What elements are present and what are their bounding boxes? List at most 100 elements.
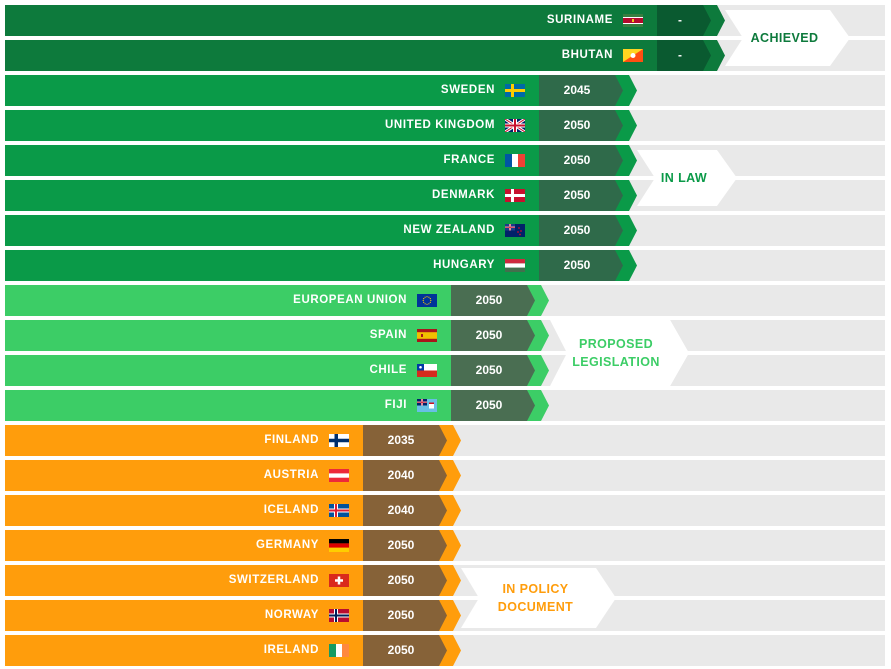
category-label-text: PROPOSED LEGISLATION bbox=[572, 337, 660, 369]
country-name: SWEDEN bbox=[440, 84, 495, 96]
category-label-proposed: PROPOSED LEGISLATION bbox=[549, 318, 689, 388]
target-year-box: 2050 bbox=[363, 530, 473, 561]
country-name: SPAIN bbox=[369, 329, 407, 341]
country-bar bbox=[5, 495, 363, 526]
target-year: - bbox=[678, 13, 682, 27]
target-year: 2050 bbox=[387, 538, 415, 552]
denmark-flag-icon bbox=[505, 189, 525, 202]
target-year-box: 2050 bbox=[451, 320, 561, 351]
country-row: NEW ZEALAND 2050 bbox=[5, 215, 885, 246]
category-label-policy: IN POLICY DOCUMENT bbox=[461, 568, 616, 628]
country-row: SWEDEN 2045 bbox=[5, 75, 885, 106]
country-name: FRANCE bbox=[443, 154, 495, 166]
target-year: 2040 bbox=[387, 468, 415, 482]
target-year-box: 2050 bbox=[539, 145, 649, 176]
country-bar bbox=[5, 285, 451, 316]
country-name: HUNGARY bbox=[433, 259, 495, 271]
target-year-box: 2045 bbox=[539, 75, 649, 106]
target-year: 2040 bbox=[387, 503, 415, 517]
country-row: NORWAY 2050 bbox=[5, 600, 885, 631]
iceland-flag-icon bbox=[329, 504, 349, 517]
country-row: CHILE 2050 bbox=[5, 355, 885, 386]
bhutan-flag-icon bbox=[623, 49, 643, 62]
target-year-box: - bbox=[657, 5, 737, 36]
country-row: UNITED KINGDOM 2050 bbox=[5, 110, 885, 141]
country-name: BHUTAN bbox=[561, 49, 613, 61]
target-year-box: 2050 bbox=[451, 355, 561, 386]
spain-flag-icon bbox=[417, 329, 437, 342]
target-year: 2050 bbox=[475, 363, 503, 377]
norway-flag-icon bbox=[329, 609, 349, 622]
country-name: IRELAND bbox=[263, 644, 319, 656]
country-row: SWITZERLAND 2050 bbox=[5, 565, 885, 596]
target-year: 2050 bbox=[387, 573, 415, 587]
target-year-box: 2040 bbox=[363, 460, 473, 491]
country-row: DENMARK 2050 bbox=[5, 180, 885, 211]
target-year: 2050 bbox=[563, 223, 591, 237]
country-row: AUSTRIA 2040 bbox=[5, 460, 885, 491]
country-name: FIJI bbox=[384, 399, 407, 411]
country-row: FRANCE 2050 bbox=[5, 145, 885, 176]
country-row: EUROPEAN UNION 2050 bbox=[5, 285, 885, 316]
country-bar bbox=[5, 110, 539, 141]
country-bar bbox=[5, 180, 539, 211]
country-name: NORWAY bbox=[264, 609, 319, 621]
target-year-box: 2050 bbox=[451, 285, 561, 316]
target-year: 2050 bbox=[563, 258, 591, 272]
austria-flag-icon bbox=[329, 469, 349, 482]
country-bar bbox=[5, 425, 363, 456]
target-year-box: 2050 bbox=[539, 215, 649, 246]
country-name: ICELAND bbox=[263, 504, 319, 516]
target-year-box: 2050 bbox=[539, 180, 649, 211]
hungary-flag-icon bbox=[505, 259, 525, 272]
target-year: 2050 bbox=[563, 153, 591, 167]
country-name: DENMARK bbox=[432, 189, 495, 201]
country-row: FINLAND 2035 bbox=[5, 425, 885, 456]
target-year-box: 2040 bbox=[363, 495, 473, 526]
country-name: NEW ZEALAND bbox=[403, 224, 495, 236]
country-bar bbox=[5, 355, 451, 386]
target-year: - bbox=[678, 48, 682, 62]
country-bar bbox=[5, 460, 363, 491]
country-name: SWITZERLAND bbox=[228, 574, 319, 586]
country-bar bbox=[5, 5, 657, 36]
target-year: 2045 bbox=[563, 83, 591, 97]
country-row: FIJI 2050 bbox=[5, 390, 885, 421]
country-bar bbox=[5, 75, 539, 106]
country-row: ICELAND 2040 bbox=[5, 495, 885, 526]
target-year: 2050 bbox=[563, 188, 591, 202]
country-name: SURINAME bbox=[546, 14, 613, 26]
country-name: UNITED KINGDOM bbox=[385, 119, 495, 131]
target-year-box: 2035 bbox=[363, 425, 473, 456]
country-row: SPAIN 2050 bbox=[5, 320, 885, 351]
country-name: FINLAND bbox=[264, 434, 319, 446]
uk-flag-icon bbox=[505, 119, 525, 132]
france-flag-icon bbox=[505, 154, 525, 167]
target-year-box: 2050 bbox=[539, 250, 649, 281]
germany-flag-icon bbox=[329, 539, 349, 552]
category-label-text: IN LAW bbox=[660, 171, 708, 185]
target-year: 2050 bbox=[387, 608, 415, 622]
country-bar bbox=[5, 145, 539, 176]
target-year: 2050 bbox=[475, 293, 503, 307]
category-label-text: ACHIEVED bbox=[750, 31, 819, 45]
category-label-achieved: ACHIEVED bbox=[725, 10, 850, 66]
new-zealand-flag-icon bbox=[505, 224, 525, 237]
country-bar bbox=[5, 565, 363, 596]
country-bar bbox=[5, 600, 363, 631]
target-year: 2050 bbox=[563, 118, 591, 132]
ireland-flag-icon bbox=[329, 644, 349, 657]
target-year: 2050 bbox=[475, 328, 503, 342]
country-name: GERMANY bbox=[256, 539, 319, 551]
target-year: 2035 bbox=[387, 433, 415, 447]
target-year-box: 2050 bbox=[539, 110, 649, 141]
eu-flag-icon bbox=[417, 294, 437, 307]
chile-flag-icon bbox=[417, 364, 437, 377]
country-name: AUSTRIA bbox=[263, 469, 319, 481]
sweden-flag-icon bbox=[505, 84, 525, 97]
target-year: 2050 bbox=[475, 398, 503, 412]
target-year-box: 2050 bbox=[451, 390, 561, 421]
country-name: CHILE bbox=[369, 364, 407, 376]
country-name: EUROPEAN UNION bbox=[293, 294, 407, 306]
